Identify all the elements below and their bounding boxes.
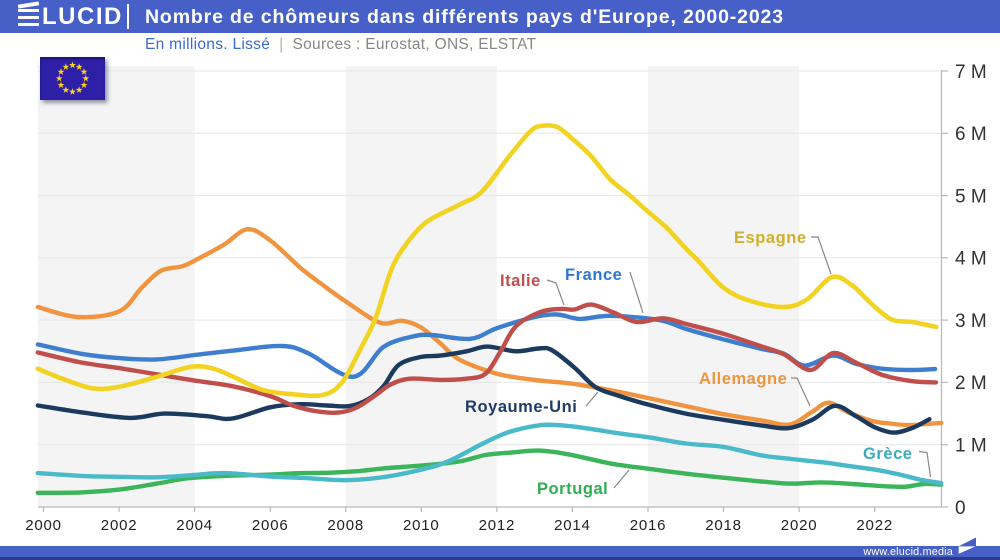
svg-text:1 M: 1 M xyxy=(955,436,987,457)
svg-text:6 M: 6 M xyxy=(955,124,987,145)
svg-text:2004: 2004 xyxy=(176,517,213,534)
svg-text:3 M: 3 M xyxy=(955,311,987,332)
svg-text:Espagne: Espagne xyxy=(734,229,807,247)
svg-text:2008: 2008 xyxy=(327,517,364,534)
svg-text:2016: 2016 xyxy=(630,517,667,534)
svg-text:5 M: 5 M xyxy=(955,186,987,207)
svg-text:4 M: 4 M xyxy=(955,249,987,270)
svg-text:2000: 2000 xyxy=(25,517,62,534)
svg-text:7 M: 7 M xyxy=(955,62,987,83)
svg-text:Italie: Italie xyxy=(500,272,541,290)
svg-text:2018: 2018 xyxy=(705,517,742,534)
svg-text:Royaume-Uni: Royaume-Uni xyxy=(465,398,577,416)
svg-text:Allemagne: Allemagne xyxy=(699,370,787,388)
svg-text:Grèce: Grèce xyxy=(863,445,913,463)
svg-text:2010: 2010 xyxy=(403,517,440,534)
svg-text:2 M: 2 M xyxy=(955,373,987,394)
svg-text:0: 0 xyxy=(955,498,966,519)
svg-text:France: France xyxy=(565,266,622,284)
svg-text:2012: 2012 xyxy=(479,517,516,534)
svg-text:2020: 2020 xyxy=(781,517,818,534)
svg-text:2022: 2022 xyxy=(856,517,893,534)
svg-text:2006: 2006 xyxy=(252,517,289,534)
svg-text:2002: 2002 xyxy=(101,517,138,534)
svg-text:2014: 2014 xyxy=(554,517,591,534)
svg-text:Portugal: Portugal xyxy=(537,480,608,498)
